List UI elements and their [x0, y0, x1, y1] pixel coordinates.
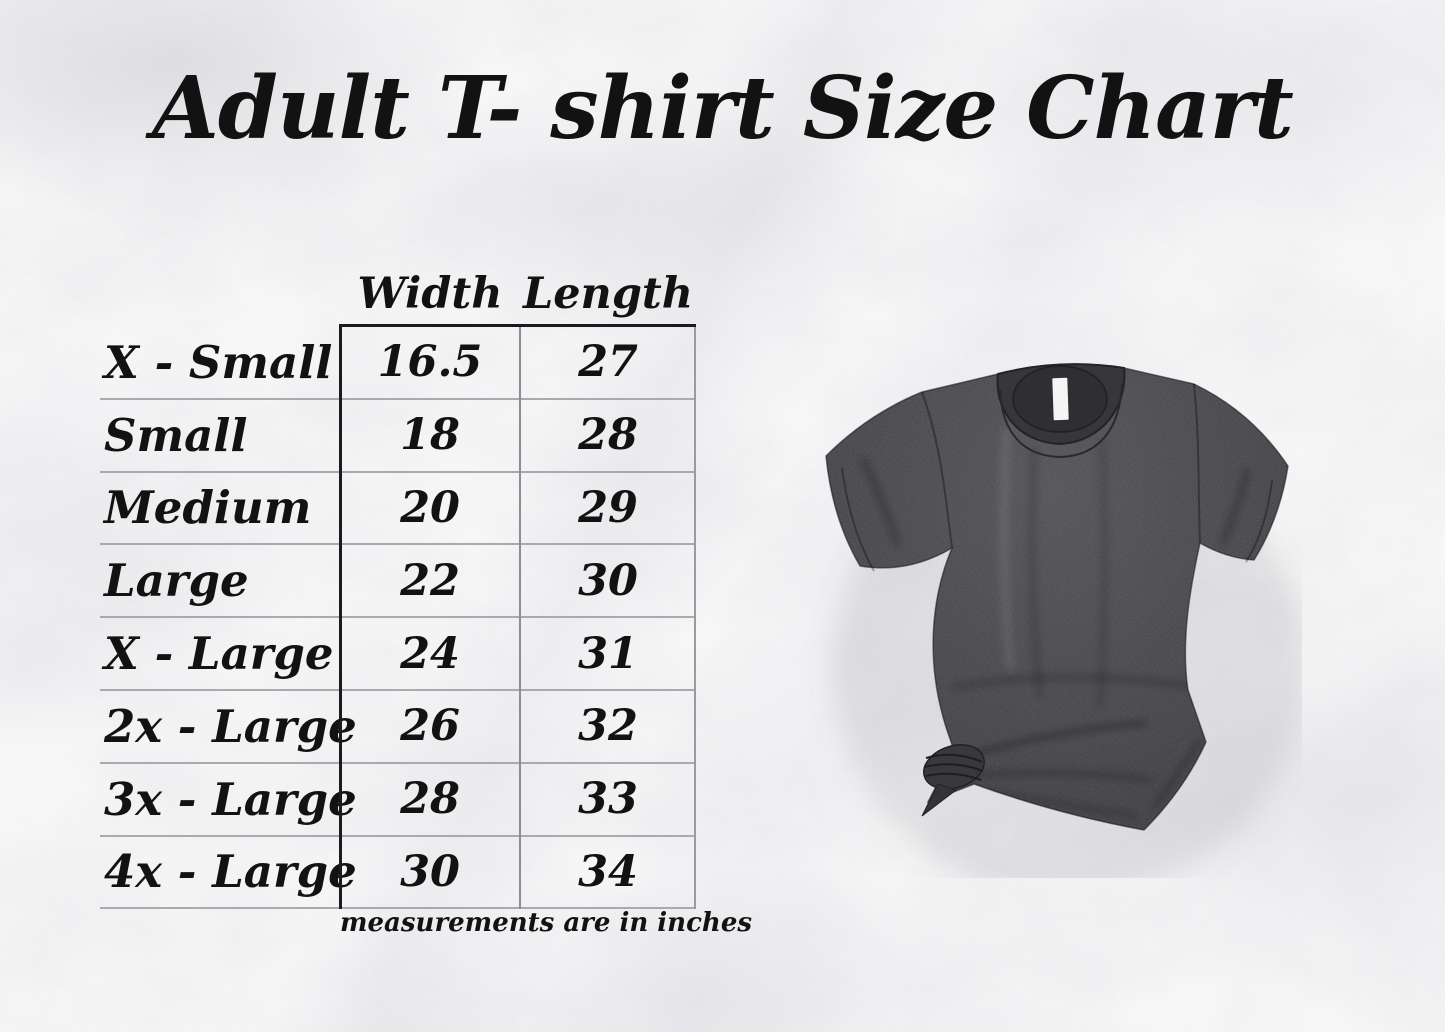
- length-value-cell: 28: [578, 410, 638, 461]
- size-chart-table: Width Length X - Small 16.5 27 Small 18 …: [100, 247, 696, 910]
- table-row: Medium 20 29: [100, 473, 696, 546]
- length-value-cell: 31: [578, 628, 638, 679]
- size-label-cell: 4x - Large: [104, 845, 357, 899]
- table-row: Large 22 30: [100, 545, 696, 619]
- size-label-cell: 2x - Large: [104, 699, 357, 753]
- header-length: Length: [522, 269, 694, 319]
- width-value-cell: 28: [400, 774, 460, 825]
- size-label-cell: X - Small: [104, 335, 333, 389]
- tshirt-photo: [825, 363, 1302, 878]
- size-label-cell: X - Large: [104, 627, 334, 681]
- length-value-cell: 32: [578, 701, 638, 752]
- length-value-cell: 34: [578, 846, 638, 897]
- size-label-cell: Medium: [104, 481, 312, 535]
- size-label-cell: Large: [104, 554, 249, 608]
- length-value-cell: 29: [578, 482, 638, 533]
- length-value-cell: 30: [578, 555, 638, 606]
- tshirt-neck-tag: [1052, 377, 1069, 421]
- length-value-cell: 27: [578, 337, 638, 388]
- table-row: 3x - Large 28 33: [100, 764, 696, 837]
- width-value-cell: 22: [400, 555, 460, 606]
- width-value-cell: 16.5: [377, 337, 483, 388]
- width-value-cell: 24: [400, 628, 460, 679]
- table-row: X - Small 16.5 27: [100, 327, 696, 400]
- table-row: Small 18 28: [100, 400, 696, 473]
- width-value-cell: 18: [400, 410, 460, 461]
- size-label-cell: 3x - Large: [104, 772, 357, 826]
- table-body: X - Small 16.5 27 Small 18 28 Medium 20 …: [100, 324, 696, 910]
- table-row: 2x - Large 26 32: [100, 691, 696, 764]
- table-header-row: Width Length: [100, 247, 696, 327]
- length-value-cell: 33: [578, 774, 638, 825]
- measurements-footnote: measurements are in inches: [340, 908, 753, 938]
- table-row: X - Large 24 31: [100, 618, 696, 691]
- page-title: Adult T- shirt Size Chart: [152, 58, 1294, 159]
- header-width: Width: [357, 269, 503, 319]
- size-label-cell: Small: [104, 408, 248, 462]
- width-value-cell: 20: [400, 482, 460, 533]
- table-row: 4x - Large 30 34: [100, 837, 696, 910]
- width-value-cell: 26: [400, 701, 460, 752]
- width-value-cell: 30: [400, 846, 460, 897]
